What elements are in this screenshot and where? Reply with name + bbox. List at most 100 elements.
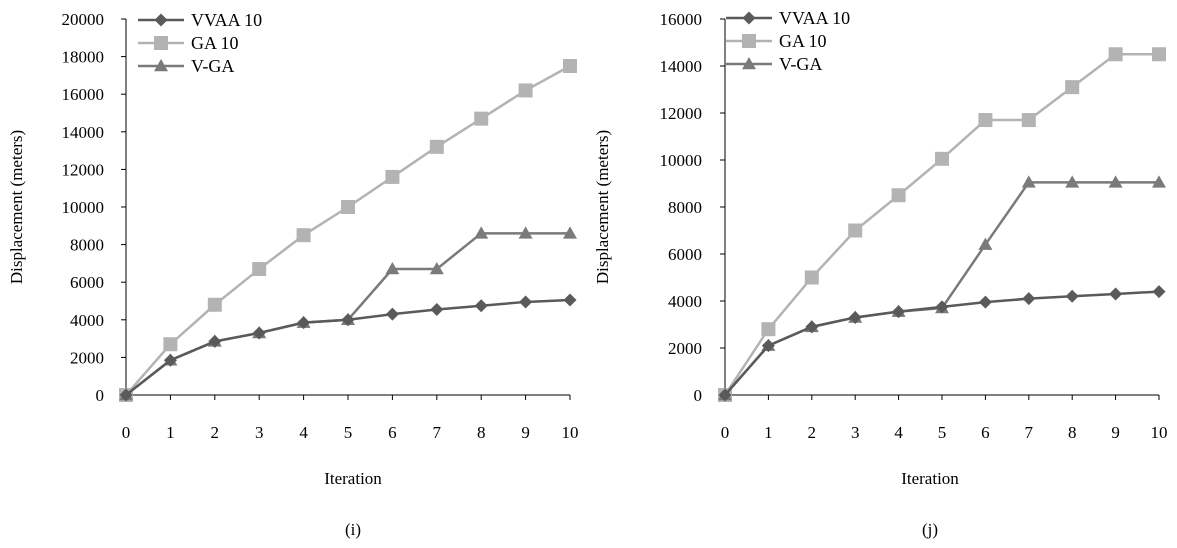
x-tick-label: 0: [122, 423, 131, 442]
data-point-ga-10: [296, 228, 311, 243]
x-tick-label: 5: [938, 423, 947, 442]
data-point-v-ga: [978, 237, 993, 250]
data-point-vvaa-10: [385, 307, 399, 321]
x-tick-label: 9: [1111, 423, 1120, 442]
data-point-ga-10: [474, 111, 489, 126]
x-tick-label: 3: [255, 423, 264, 442]
x-tick-label: 8: [477, 423, 486, 442]
data-point-ga-10: [978, 113, 993, 128]
legend-marker-vvaa-10: [742, 11, 756, 25]
y-tick-label: 8000: [668, 198, 702, 217]
data-point-ga-10: [891, 188, 906, 203]
legend-label-ga-10: GA 10: [779, 31, 827, 51]
x-tick-label: 4: [894, 423, 903, 442]
x-tick-label: 4: [299, 423, 308, 442]
data-point-vvaa-10: [1152, 285, 1166, 299]
chart-caption: (j): [922, 520, 938, 539]
data-point-vvaa-10: [848, 310, 862, 324]
chart-i: 0200040006000800010000120001400016000180…: [7, 10, 579, 539]
data-point-vvaa-10: [208, 334, 222, 348]
data-point-vvaa-10: [978, 295, 992, 309]
x-tick-label: 10: [1151, 423, 1168, 442]
y-tick-label: 20000: [62, 10, 105, 29]
data-point-vvaa-10: [163, 353, 177, 367]
data-point-ga-10: [1065, 80, 1080, 95]
chart-panel-i: 0 2000 4000 6000 8000 10000 12000 14000 16000 180…: [7, 10, 579, 539]
data-point-ga-10: [761, 322, 776, 337]
x-tick-label: 9: [521, 423, 530, 442]
y-tick-label: 12000: [62, 160, 105, 179]
data-point-ga-10: [207, 297, 222, 312]
series-line-ga-10: [125, 64, 571, 396]
x-tick-label: 2: [808, 423, 817, 442]
data-point-v-ga: [385, 262, 400, 275]
data-point-ga-10: [935, 151, 949, 166]
legend-marker-v-ga: [742, 57, 756, 70]
x-tick-label: 7: [433, 423, 442, 442]
y-axis-label: Displacement (meters): [593, 130, 612, 284]
data-point-v-ga: [563, 226, 577, 239]
data-point-ga-10: [1152, 47, 1166, 62]
x-tick-label: 1: [166, 423, 175, 442]
legend-marker-ga-10: [154, 36, 168, 50]
data-point-vvaa-10: [430, 302, 444, 316]
chart-caption: (i): [345, 520, 361, 539]
x-tick-label: 2: [211, 423, 220, 442]
data-point-v-ga: [1065, 175, 1080, 188]
x-axis-label: Iteration: [324, 469, 382, 488]
y-tick-label: 6000: [70, 273, 104, 292]
data-point-ga-10: [252, 262, 267, 277]
data-point-vvaa-10: [474, 299, 488, 313]
x-axis-label: Iteration: [901, 469, 959, 488]
y-tick-label: 0: [694, 386, 703, 405]
y-tick-label: 6000: [668, 245, 702, 264]
data-point-ga-10: [518, 83, 533, 98]
data-point-vvaa-10: [718, 388, 732, 402]
data-point-v-ga: [1108, 175, 1123, 188]
y-tick-label: 16000: [660, 10, 703, 29]
data-point-vvaa-10: [1065, 289, 1079, 303]
legend-marker-v-ga: [154, 59, 168, 72]
y-tick-label: 14000: [62, 123, 105, 142]
legend-marker-ga-10: [742, 34, 756, 48]
series-line-ga-10: [723, 53, 1159, 396]
data-point-v-ga: [518, 226, 533, 239]
y-tick-label: 12000: [660, 104, 703, 123]
x-tick-label: 3: [851, 423, 860, 442]
data-point-ga-10: [385, 169, 400, 184]
x-tick-label: 6: [388, 423, 397, 442]
legend-label-vvaa-10: VVAA 10: [779, 8, 850, 28]
y-tick-label: 0: [96, 386, 105, 405]
x-tick-label: 1: [764, 423, 773, 442]
data-point-ga-10: [804, 270, 819, 285]
y-tick-label: 2000: [70, 348, 104, 367]
data-point-vvaa-10: [1022, 292, 1036, 306]
chart-j: 0 2000 4000 6000 8000 10000 12000 14000 16000 0 1 2…: [593, 8, 1168, 539]
data-point-vvaa-10: [341, 313, 355, 327]
data-point-ga-10: [848, 223, 863, 238]
data-point-v-ga: [1021, 175, 1036, 188]
y-tick-label: 18000: [62, 48, 105, 67]
y-tick-label: 2000: [668, 339, 702, 358]
y-tick-label: 4000: [668, 292, 702, 311]
data-point-vvaa-10: [519, 295, 533, 309]
data-point-ga-10: [429, 139, 444, 154]
data-point-vvaa-10: [1109, 287, 1123, 301]
x-tick-label: 6: [981, 423, 990, 442]
x-tick-label: 10: [562, 423, 579, 442]
chart-panel-j: 0 2000 4000 6000 8000 10000 12000 14000 16000 0 1 2…: [590, 0, 1177, 548]
data-point-ga-10: [341, 200, 355, 214]
y-tick-label: 10000: [660, 151, 703, 170]
y-tick-label: 8000: [70, 236, 104, 255]
data-point-vvaa-10: [119, 388, 133, 402]
y-tick-label: 4000: [70, 311, 104, 330]
data-point-ga-10: [1021, 113, 1036, 128]
data-point-vvaa-10: [761, 339, 775, 353]
x-tick-label: 8: [1068, 423, 1077, 442]
data-point-vvaa-10: [252, 326, 266, 340]
data-point-v-ga: [429, 262, 444, 275]
data-point-v-ga: [1152, 175, 1166, 188]
data-point-ga-10: [563, 59, 577, 73]
data-point-ga-10: [1108, 47, 1123, 62]
data-point-vvaa-10: [805, 320, 819, 334]
